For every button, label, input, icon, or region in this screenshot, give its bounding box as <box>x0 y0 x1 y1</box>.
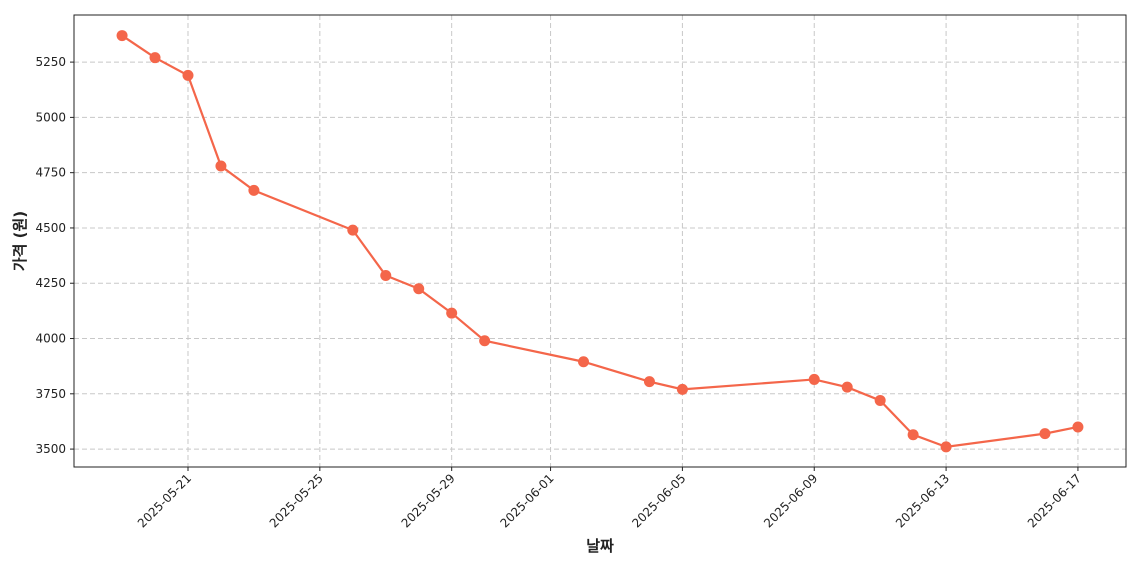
point <box>841 381 853 393</box>
point <box>808 373 820 385</box>
point <box>347 224 359 236</box>
x-tick-label: 2025-05-25 <box>267 471 326 530</box>
point <box>940 441 952 453</box>
x-tick-label: 2025-06-17 <box>1025 471 1084 530</box>
point <box>182 69 194 81</box>
y-tick-label: 5000 <box>35 110 66 124</box>
y-tick-label: 4250 <box>35 276 66 290</box>
point <box>479 335 491 347</box>
point <box>149 52 161 64</box>
point <box>643 376 655 388</box>
y-tick-label: 5250 <box>35 55 66 69</box>
point <box>215 160 227 172</box>
y-tick-label: 3500 <box>35 442 66 456</box>
x-axis-label: 날짜 <box>586 537 614 555</box>
y-axis-label: 가격 (원) <box>11 211 29 271</box>
point <box>116 30 128 42</box>
x-tick-label: 2025-05-21 <box>135 471 194 530</box>
point <box>874 394 886 406</box>
point <box>380 269 392 281</box>
point <box>446 307 458 319</box>
line <box>121 34 1079 449</box>
x-tick-label: 2025-06-05 <box>629 471 688 530</box>
x-tick-label: 2025-06-13 <box>893 471 952 530</box>
y-tick-label: 3750 <box>35 387 66 401</box>
point <box>907 429 919 441</box>
point <box>413 283 425 295</box>
y-tick-label: 4750 <box>35 166 66 180</box>
plot-frame <box>73 14 1127 468</box>
point <box>578 356 590 368</box>
x-tick-label: 2025-06-01 <box>497 471 556 530</box>
x-tick-label: 2025-06-09 <box>761 471 820 530</box>
point <box>1039 428 1051 440</box>
point <box>1072 421 1084 433</box>
y-tick-label: 4000 <box>35 332 66 346</box>
x-tick-label: 2025-05-29 <box>399 471 458 530</box>
y-tick-label: 4500 <box>35 221 66 235</box>
point <box>248 184 260 196</box>
point <box>676 383 688 395</box>
